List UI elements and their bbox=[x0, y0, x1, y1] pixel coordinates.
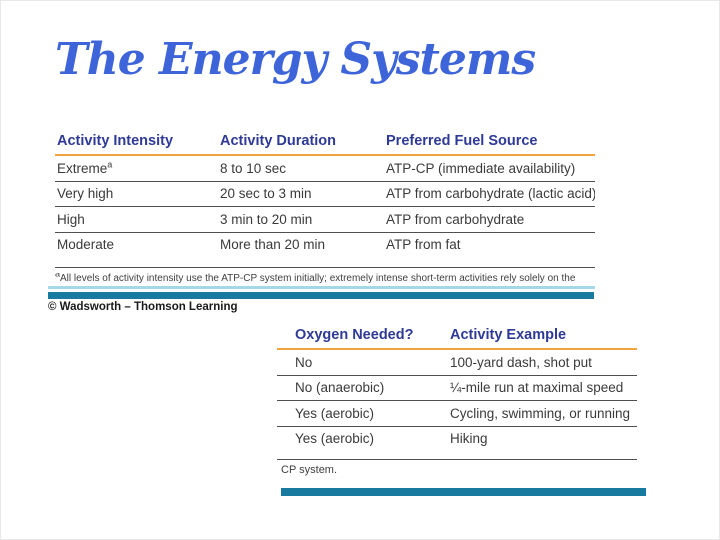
table-footnote: aAll levels of activity intensity use th… bbox=[55, 273, 595, 284]
teal-bar-bottom bbox=[281, 488, 646, 496]
table-row: Yes (aerobic) Hiking bbox=[277, 427, 637, 452]
table-bottom-rule bbox=[55, 257, 595, 268]
cell-duration: 3 min to 20 min bbox=[220, 211, 313, 227]
cell-intensity: Moderate bbox=[57, 237, 115, 253]
copyright-credit: © Wadsworth – Thomson Learning bbox=[48, 301, 238, 313]
cell-oxygen: No bbox=[295, 354, 313, 370]
table-row: No (anaerobic) ¼-mile run at maximal spe… bbox=[277, 376, 637, 401]
cell-duration: More than 20 min bbox=[220, 237, 326, 253]
table-header-row: Activity Intensity Activity Duration Pre… bbox=[55, 128, 595, 156]
table-row: Moderate More than 20 min ATP from fat bbox=[55, 233, 595, 258]
footnote-continuation: CP system. bbox=[281, 464, 338, 476]
cyan-divider-line bbox=[48, 286, 595, 289]
table-row: Extremea 8 to 10 sec ATP-CP (immediate a… bbox=[55, 156, 595, 182]
table-header-row: Oxygen Needed? Activity Example bbox=[277, 322, 637, 350]
energy-systems-table: Activity Intensity Activity Duration Pre… bbox=[55, 128, 595, 284]
table-row: High 3 min to 20 min ATP from carbohydra… bbox=[55, 207, 595, 233]
table-row: Yes (aerobic) Cycling, swimming, or runn… bbox=[277, 401, 637, 427]
cell-example: Hiking bbox=[450, 431, 488, 447]
cell-duration: 8 to 10 sec bbox=[220, 160, 287, 176]
column-header-oxygen-needed: Oxygen Needed? bbox=[295, 327, 414, 343]
cell-example: ¼-mile run at maximal speed bbox=[450, 380, 624, 396]
cell-fuel: ATP from carbohydrate bbox=[386, 211, 525, 227]
footnote-marker: a bbox=[55, 273, 61, 279]
cell-oxygen: Yes (aerobic) bbox=[295, 405, 375, 421]
column-header-activity-intensity: Activity Intensity bbox=[57, 133, 174, 149]
cell-example: 100-yard dash, shot put bbox=[450, 354, 592, 370]
cell-intensity: Very high bbox=[57, 186, 114, 202]
footnote-marker: a bbox=[107, 160, 113, 170]
oxygen-table: Oxygen Needed? Activity Example No 100-y… bbox=[277, 322, 637, 476]
cell-oxygen: No (anaerobic) bbox=[295, 380, 385, 396]
cell-fuel: ATP from carbohydrate (lactic acid) bbox=[386, 186, 595, 202]
column-header-preferred-fuel-source: Preferred Fuel Source bbox=[386, 133, 538, 149]
cell-example: Cycling, swimming, or running bbox=[450, 405, 631, 421]
cell-intensity: Extremea bbox=[55, 161, 218, 176]
cell-duration: 20 sec to 3 min bbox=[220, 186, 312, 202]
table-row: Very high 20 sec to 3 min ATP from carbo… bbox=[55, 182, 595, 207]
table-bottom-rule bbox=[277, 451, 637, 460]
footnote-text: All levels of activity intensity use the… bbox=[60, 273, 576, 284]
column-header-activity-duration: Activity Duration bbox=[220, 133, 337, 149]
cell-text: Extreme bbox=[57, 160, 108, 176]
cell-intensity: High bbox=[57, 211, 85, 227]
page-title: The Energy Systems bbox=[55, 34, 536, 85]
table-row: No 100-yard dash, shot put bbox=[277, 350, 637, 376]
cell-fuel: ATP-CP (immediate availability) bbox=[386, 160, 576, 176]
column-header-activity-example: Activity Example bbox=[450, 327, 567, 343]
cell-fuel: ATP from fat bbox=[386, 237, 461, 253]
cell-oxygen: Yes (aerobic) bbox=[295, 431, 375, 447]
teal-bar-top bbox=[48, 292, 594, 299]
